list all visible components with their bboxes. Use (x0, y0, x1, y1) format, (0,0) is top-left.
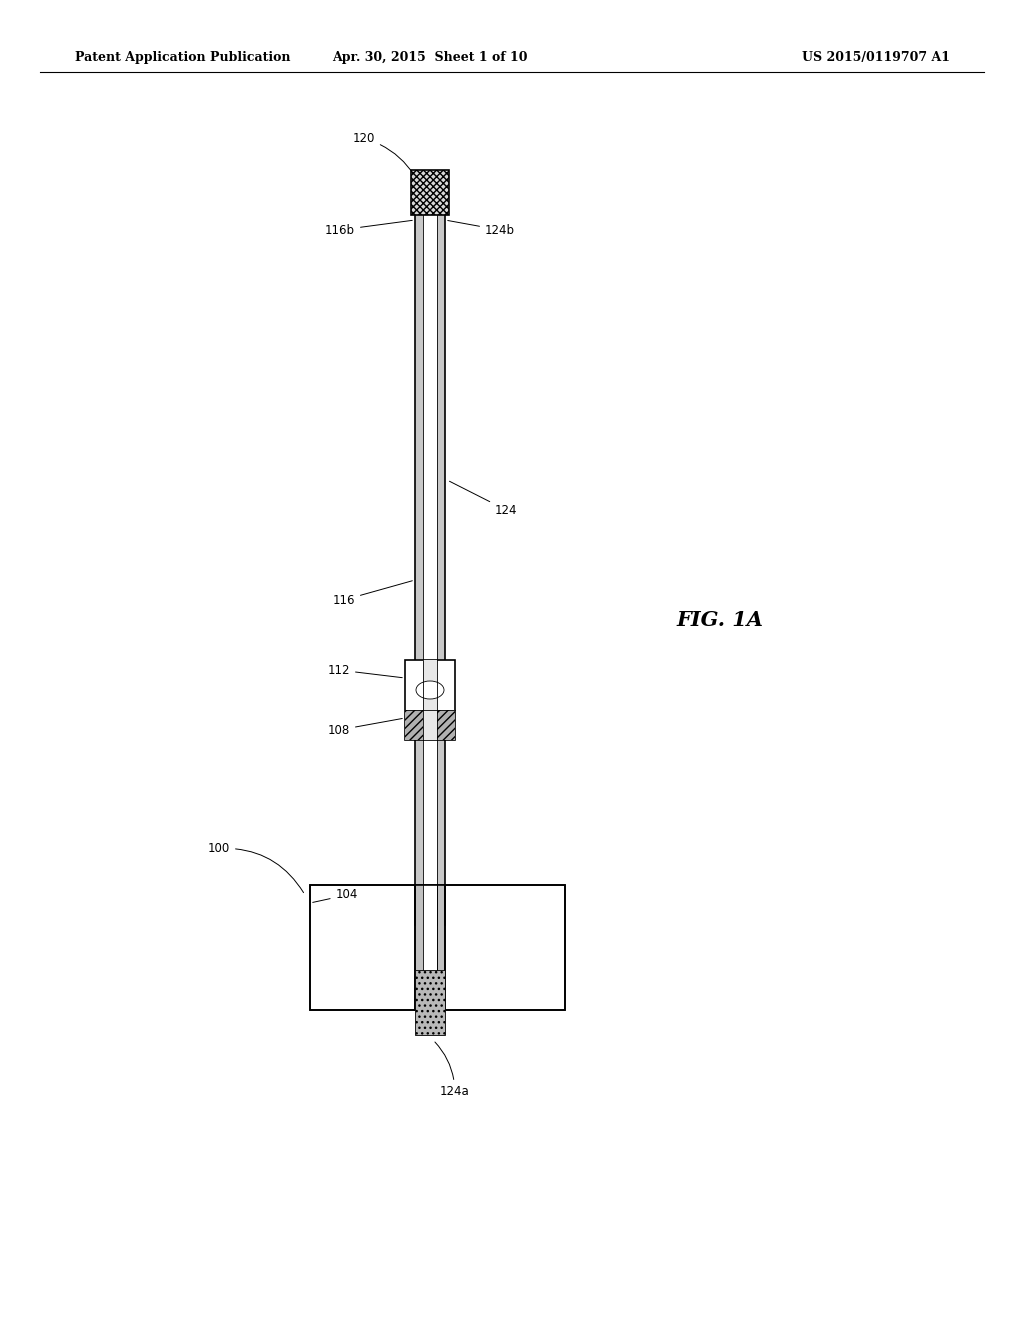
Text: 116: 116 (333, 581, 413, 606)
Text: 100: 100 (208, 842, 303, 892)
Bar (411, 170, 449, 215)
Text: 124: 124 (450, 482, 517, 516)
Text: 116b: 116b (325, 220, 413, 236)
Bar (423, 741, 437, 925)
Text: Patent Application Publication: Patent Application Publication (75, 51, 291, 65)
Text: US 2015/0119707 A1: US 2015/0119707 A1 (802, 51, 950, 65)
Bar (423, 884, 437, 1010)
Bar (415, 741, 445, 925)
Bar (406, 660, 455, 741)
Text: 108: 108 (328, 718, 402, 737)
Bar (415, 970, 445, 1035)
Text: 112: 112 (328, 664, 402, 677)
Text: 124a: 124a (435, 1041, 470, 1098)
Text: 124b: 124b (447, 220, 515, 236)
Text: FIG. 1A: FIG. 1A (677, 610, 764, 630)
Bar (310, 884, 565, 1010)
Ellipse shape (416, 681, 444, 700)
Bar (406, 710, 455, 741)
Text: 104: 104 (312, 888, 358, 903)
Bar (423, 215, 437, 660)
Text: Apr. 30, 2015  Sheet 1 of 10: Apr. 30, 2015 Sheet 1 of 10 (332, 51, 527, 65)
Bar (423, 660, 437, 741)
Text: 120: 120 (352, 132, 415, 176)
Bar (415, 215, 445, 660)
Bar (415, 884, 445, 1010)
Bar (310, 884, 565, 1010)
